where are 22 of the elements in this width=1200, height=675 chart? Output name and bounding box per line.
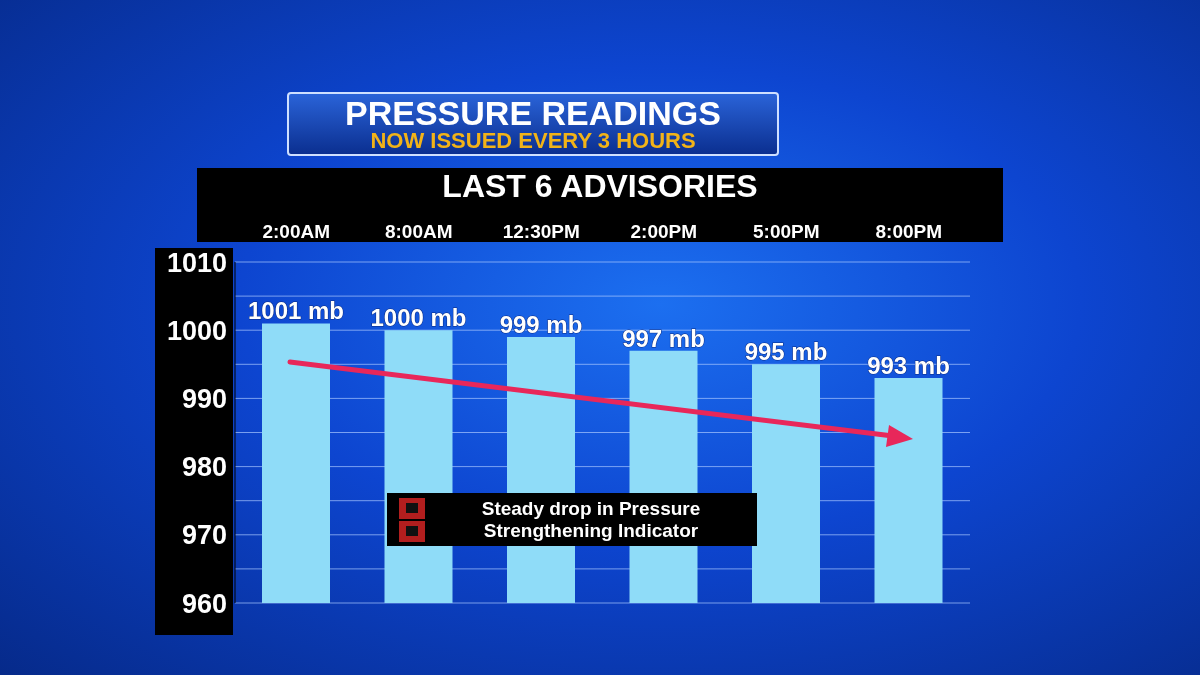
x-tick-label: 12:30PM	[502, 221, 580, 242]
y-tick-label: 1000	[166, 315, 227, 346]
x-tick-label: 5:00PM	[752, 221, 820, 242]
x-axis-title: LAST 6 ADVISORIES	[441, 168, 759, 205]
x-tick-label: 8:00PM	[875, 221, 943, 242]
x-tick-label: 2:00AM	[262, 221, 331, 242]
data-label: 1000 mb	[370, 304, 467, 332]
caption-box: Steady drop in Pressure Strengthening Indicator	[387, 493, 757, 546]
annotation: Strengthening Indicator	[482, 519, 700, 542]
data-label: 1001 mb	[247, 297, 345, 325]
y-tick-label: 960	[181, 588, 227, 619]
y-tick-label: 1010	[166, 247, 227, 278]
y-tick-label: 970	[181, 520, 227, 551]
y-tick-label: 990	[181, 383, 227, 414]
annotation: Steady drop in Pressure	[480, 497, 702, 520]
x-tick-label: 8:00AM	[384, 221, 453, 242]
x-tick-label: 2:00PM	[630, 221, 698, 242]
y-tick-label: 980	[181, 452, 227, 483]
data-label: 995 mb	[744, 338, 828, 366]
data-label: 993 mb	[867, 351, 950, 379]
data-label: 999 mb	[499, 311, 583, 339]
data-label: 997 mb	[622, 324, 705, 352]
